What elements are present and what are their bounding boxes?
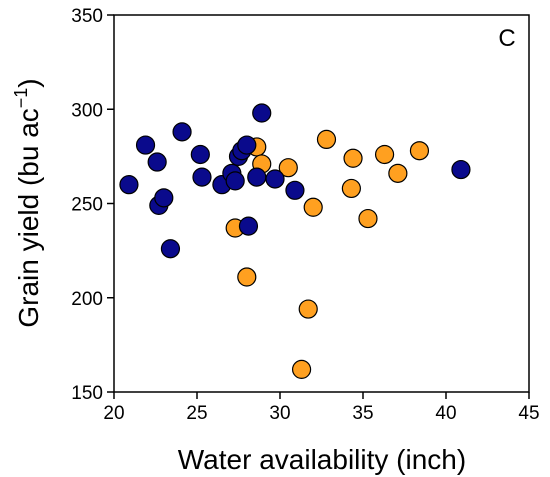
data-point-series-2 — [192, 167, 212, 187]
data-point-series-2 — [160, 239, 181, 259]
data-point-series-2 — [135, 135, 156, 155]
data-points — [119, 103, 471, 379]
panel-label: C — [498, 25, 515, 52]
data-point-series-2 — [172, 122, 192, 142]
data-point-series-2 — [252, 103, 272, 123]
data-point-series-2 — [119, 175, 139, 195]
x-axis: 20 25 30 35 40 45 — [103, 392, 540, 424]
data-point-series-2 — [451, 159, 471, 180]
x-tick-label: 20 — [103, 403, 124, 424]
data-point-series-1 — [341, 178, 361, 199]
data-point-series-1 — [298, 299, 318, 319]
data-point-series-1 — [388, 163, 408, 183]
data-point-series-2 — [154, 188, 174, 208]
data-point-series-2 — [225, 171, 245, 191]
y-axis-title: Grain yield (bu ac−1) — [11, 78, 44, 327]
data-point-series-2 — [247, 167, 267, 187]
data-point-series-2 — [265, 169, 285, 189]
x-tick-label: 30 — [269, 403, 290, 424]
x-tick-label: 40 — [435, 403, 456, 424]
data-point-series-1 — [316, 129, 337, 150]
data-point-series-1 — [291, 359, 312, 379]
data-point-series-1 — [374, 144, 395, 165]
data-point-series-1 — [237, 267, 257, 287]
data-point-series-2 — [147, 152, 167, 172]
x-tick-label: 35 — [352, 403, 373, 424]
y-axis-title-main: Grain yield (bu ac — [13, 108, 44, 327]
data-point-series-1 — [343, 148, 363, 168]
data-point-series-2 — [285, 180, 305, 200]
data-point-series-1 — [303, 197, 323, 217]
x-tick-label: 25 — [186, 403, 207, 424]
x-axis-title: Water availability (inch) — [178, 444, 466, 475]
y-tick-label: 250 — [71, 195, 103, 216]
y-tick-label: 350 — [71, 6, 103, 27]
y-tick-label: 300 — [71, 100, 103, 121]
x-tick-label: 45 — [518, 403, 539, 424]
y-tick-label: 200 — [71, 289, 103, 310]
y-axis: 150 200 250 300 350 — [71, 6, 114, 404]
data-point-series-2 — [237, 135, 257, 155]
data-point-series-1 — [278, 158, 298, 178]
data-point-series-2 — [190, 144, 210, 165]
data-point-series-1 — [409, 141, 430, 161]
data-point-series-1 — [358, 208, 378, 229]
y-axis-title-close: ) — [13, 78, 44, 87]
y-tick-label: 150 — [71, 383, 103, 404]
data-point-series-2 — [238, 216, 259, 236]
y-axis-title-superscript: −1 — [11, 88, 31, 109]
